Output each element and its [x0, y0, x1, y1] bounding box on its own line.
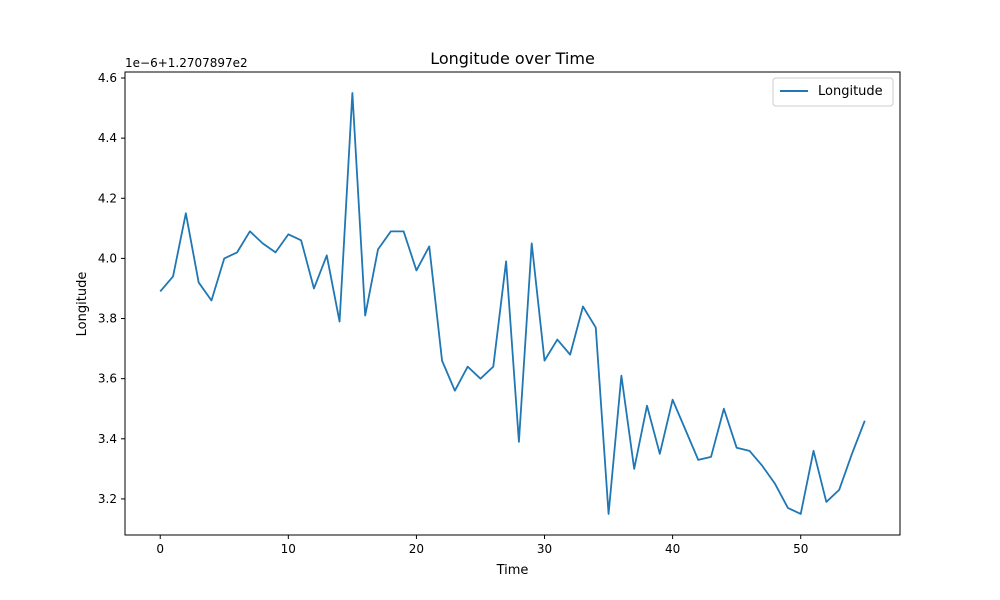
x-axis-ticks: 0 10 20 30 40 50 [156, 535, 808, 556]
y-tick-label: 4.2 [98, 191, 117, 205]
chart-title: Longitude over Time [430, 49, 595, 68]
y-axis-label: Longitude [75, 272, 90, 337]
x-tick-label: 40 [665, 542, 680, 556]
plot-frame [124, 71, 901, 536]
y-tick-label: 4.0 [98, 251, 117, 265]
x-tick-label: 10 [281, 542, 296, 556]
y-axis-offset-label: 1e−6+1.2707897e2 [125, 56, 248, 70]
x-tick-label: 0 [156, 542, 164, 556]
y-tick-label: 4.6 [98, 71, 117, 85]
y-tick-label: 3.6 [98, 372, 117, 386]
x-tick-label: 30 [537, 542, 552, 556]
legend: Longitude [772, 77, 894, 107]
x-tick-label: 50 [793, 542, 808, 556]
series-layer [159, 92, 866, 515]
legend-box [772, 77, 894, 107]
legend-label-longitude: Longitude [818, 84, 883, 99]
y-tick-label: 3.8 [98, 312, 117, 326]
y-tick-label: 4.4 [98, 131, 117, 145]
y-axis-ticks: 3.2 3.4 3.6 3.8 4.0 4.2 4.4 4.6 [98, 71, 125, 506]
y-tick-label: 3.4 [98, 432, 117, 446]
x-axis-label: Time [496, 563, 529, 578]
series-line-longitude [159, 92, 866, 515]
y-tick-label: 3.2 [98, 492, 117, 506]
x-tick-label: 20 [409, 542, 424, 556]
plot-area [125, 72, 900, 535]
